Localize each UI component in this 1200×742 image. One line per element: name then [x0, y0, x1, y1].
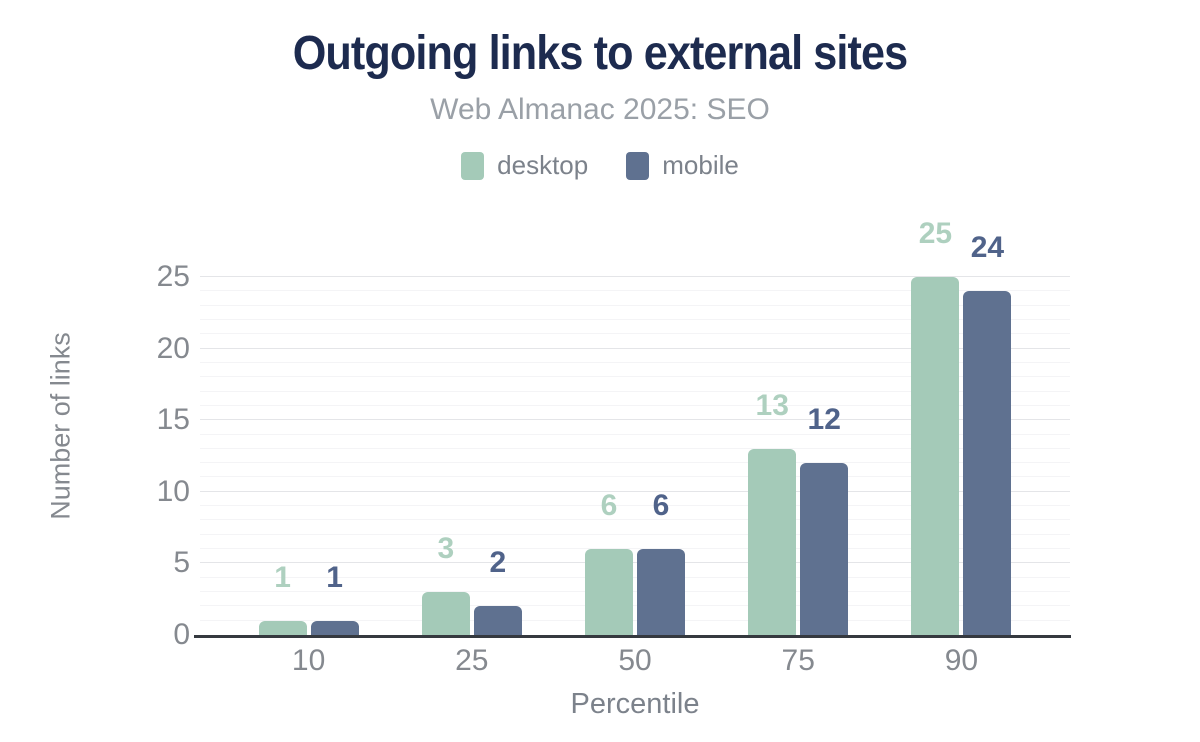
bar-value-label-mobile-75: 12 [807, 403, 841, 437]
gridline [200, 591, 1070, 593]
bar-desktop-75 [748, 448, 797, 635]
gridline [200, 619, 1070, 621]
gridline [200, 419, 1070, 421]
gridline [200, 361, 1070, 363]
gridline [200, 333, 1070, 335]
bar-mobile-50 [637, 549, 685, 635]
bar-group-90: 25 24 [880, 217, 1043, 635]
bar-value-label-desktop-50: 6 [600, 489, 618, 523]
gridline [200, 462, 1070, 464]
bar-value-label-desktop-10: 1 [274, 560, 291, 594]
y-tick-label: 0 [173, 618, 190, 651]
legend-item-desktop: desktop [461, 150, 588, 181]
x-axis-line [194, 635, 1071, 638]
bar-column-mobile-10: 1 [310, 560, 359, 635]
x-tick-label-10: 10 [291, 644, 326, 677]
legend-label-mobile: mobile [662, 150, 739, 181]
gridline [200, 576, 1070, 578]
gridline [200, 548, 1070, 550]
bar-desktop-90 [911, 277, 960, 635]
chart-subtitle: Web Almanac 2025: SEO [430, 93, 770, 127]
bar-mobile-10 [310, 620, 359, 635]
gridline [200, 304, 1070, 306]
y-tick-label: 25 [156, 260, 190, 293]
bar-column-desktop-25: 3 [421, 532, 470, 635]
x-tick-labels: 10 25 50 75 90 [200, 644, 1070, 678]
y-tick-label: 20 [156, 331, 190, 365]
gridline [200, 318, 1070, 320]
legend-swatch-mobile [626, 151, 650, 180]
y-tick-label: 10 [156, 474, 190, 508]
x-axis-title: Percentile [570, 688, 700, 720]
bar-value-label-desktop-25: 3 [437, 532, 455, 566]
bar-desktop-10 [258, 620, 307, 635]
y-axis-title: Number of links [45, 332, 76, 520]
legend-swatch-desktop [461, 151, 485, 180]
y-tick-label: 15 [156, 403, 190, 437]
gridline [200, 376, 1070, 378]
bars-row: 1 1 3 2 6 6 13 12 25 24 [200, 217, 1070, 635]
legend-item-mobile: mobile [626, 150, 739, 181]
x-tick-label-90: 90 [944, 644, 979, 677]
chart-title: Outgoing links to external sites [292, 27, 908, 80]
bar-column-mobile-90: 24 [963, 231, 1012, 635]
plot-area: 1 1 3 2 6 6 13 12 25 24 0 5 10 15 20 25 [157, 217, 1071, 651]
x-tick-label-25: 25 [455, 644, 489, 677]
bar-desktop-25 [421, 592, 470, 635]
gridline [200, 533, 1070, 535]
gridline [200, 404, 1070, 406]
gridline [200, 562, 1070, 564]
bar-mobile-75 [800, 463, 849, 635]
gridline [200, 447, 1070, 449]
x-tick-label-50: 50 [618, 644, 652, 677]
bar-value-label-desktop-75: 13 [755, 388, 789, 422]
gridline [200, 347, 1070, 349]
gridline [200, 276, 1070, 277]
bar-column-desktop-10: 1 [258, 560, 307, 635]
legend: desktop mobile [0, 150, 1200, 181]
y-tick-label: 5 [173, 546, 190, 580]
gridline [200, 390, 1070, 392]
gridline [200, 290, 1070, 292]
bar-value-label-desktop-90: 25 [918, 217, 953, 250]
bar-column-desktop-50: 6 [585, 489, 633, 635]
bar-mobile-90 [963, 291, 1012, 635]
bar-group-75: 13 12 [717, 277, 880, 635]
gridline [200, 433, 1070, 435]
legend-label-desktop: desktop [497, 150, 589, 181]
gridline [200, 505, 1070, 507]
bar-value-label-mobile-10: 1 [326, 560, 343, 594]
bar-column-mobile-50: 6 [637, 489, 685, 635]
bar-column-mobile-25: 2 [473, 546, 522, 635]
bar-desktop-50 [585, 549, 633, 635]
bar-value-label-mobile-50: 6 [652, 489, 670, 523]
gridline [200, 605, 1070, 607]
bar-column-mobile-75: 12 [800, 403, 849, 635]
gridline [200, 519, 1070, 521]
bar-value-label-mobile-25: 2 [489, 546, 507, 580]
bar-column-desktop-75: 13 [748, 388, 797, 635]
gridline [200, 476, 1070, 478]
bar-mobile-25 [473, 606, 522, 635]
x-tick-label-75: 75 [781, 644, 815, 677]
bar-column-desktop-90: 25 [911, 217, 960, 635]
bar-value-label-mobile-90: 24 [970, 231, 1005, 265]
gridline [200, 490, 1070, 492]
